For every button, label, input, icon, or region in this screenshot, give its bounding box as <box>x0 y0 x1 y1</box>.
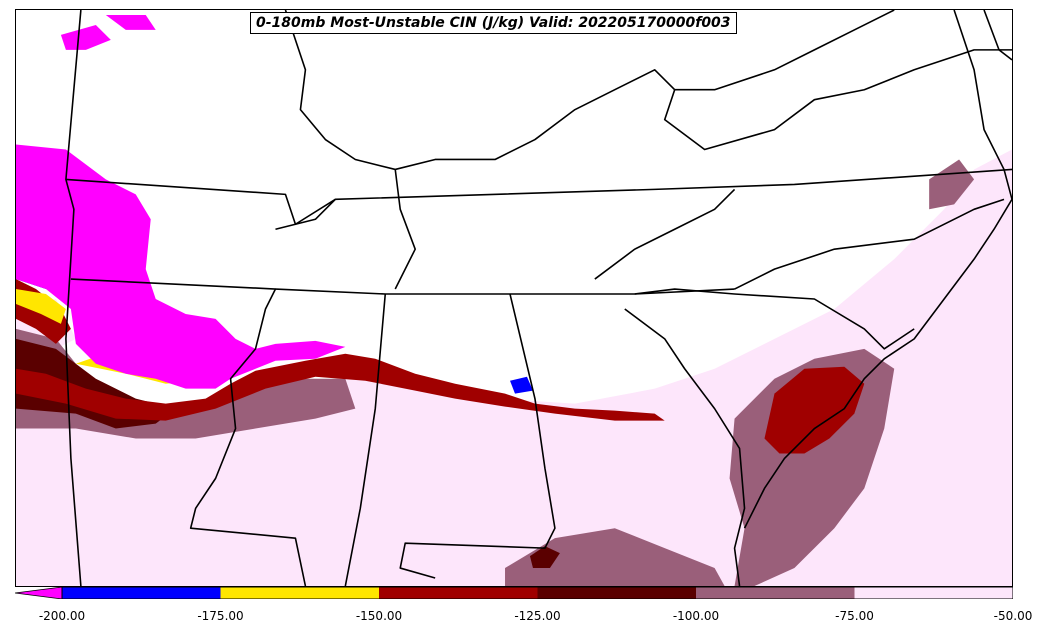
colorbar-tick-label: -100.00 <box>672 609 720 623</box>
colorbar-bin-3 <box>537 587 696 599</box>
colorbar <box>15 587 1013 599</box>
colorbar-tick-label: -200.00 <box>38 609 86 623</box>
state-borders <box>65 10 1012 586</box>
map-plot-area <box>15 9 1013 587</box>
colorbar-bin-0 <box>62 587 221 599</box>
colorbar-outline <box>61 587 1013 599</box>
colorbar-tick-label: -50.00 <box>993 609 1033 623</box>
colorbar-tick-label: -125.00 <box>514 609 561 623</box>
colorbar-bin-4 <box>696 587 855 599</box>
colorbar-tick-label: -175.00 <box>197 609 244 623</box>
colorbar-bins <box>62 587 1013 599</box>
cin-field-magenta <box>16 14 346 389</box>
map-title: 0-180mb Most-Unstable CIN (J/kg) Valid: … <box>250 12 737 34</box>
cin-map <box>16 10 1012 586</box>
colorbar-under-triangle <box>15 587 63 599</box>
colorbar-bin-5 <box>854 587 1013 599</box>
colorbar-bin-2 <box>379 587 538 599</box>
colorbar-bin-1 <box>220 587 379 599</box>
colorbar-tick-label: -75.00 <box>835 609 874 623</box>
colorbar-tick-label: -150.00 <box>355 609 403 623</box>
